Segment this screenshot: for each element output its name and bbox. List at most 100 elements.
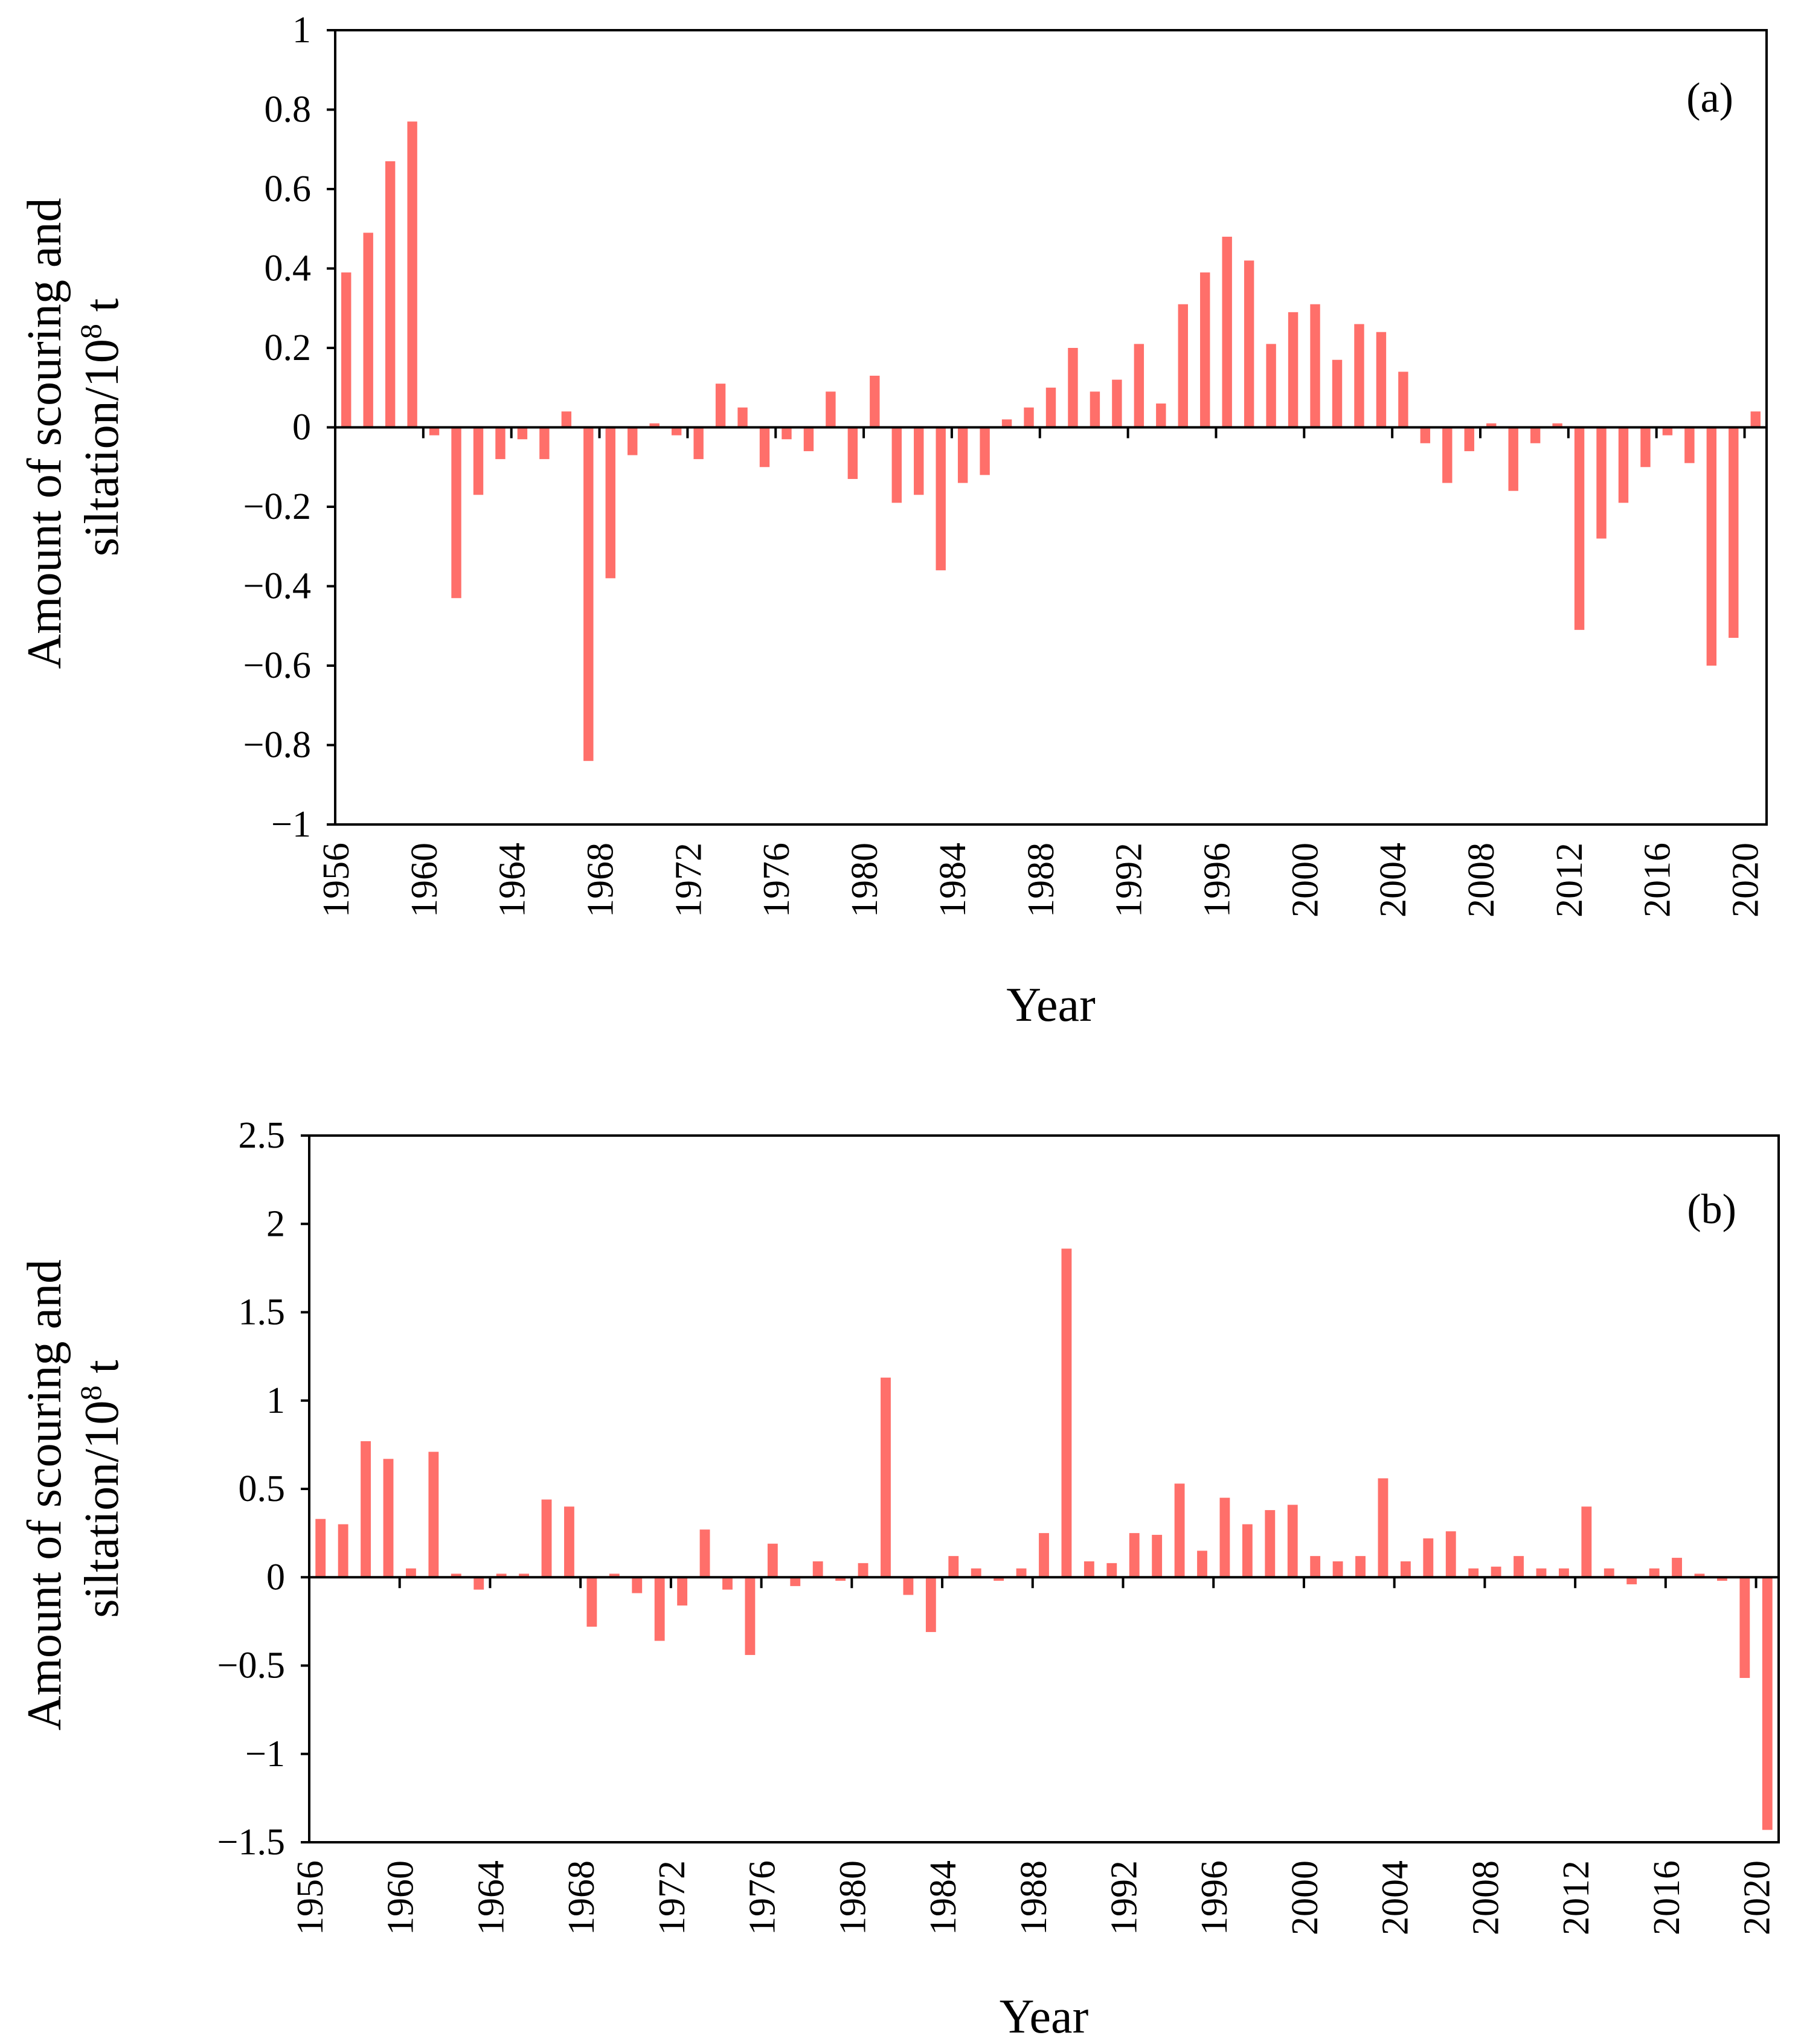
bar-b-1972: [677, 1577, 688, 1606]
y-axis-title-b: Amount of scouring and siltation/108 t: [18, 1247, 129, 1731]
bar-b-1961: [428, 1451, 439, 1578]
x-tick-label-a-1968: 1968: [580, 843, 621, 918]
x-tick-label-b-2004: 2004: [1375, 1860, 1416, 1935]
x-tick-label-a-2004: 2004: [1373, 843, 1414, 918]
bar-a-1967: [583, 427, 594, 761]
bar-b-2006: [1445, 1531, 1456, 1578]
bar-a-1996: [1222, 236, 1232, 428]
bar-a-1963: [495, 427, 506, 460]
y-tick-label-a-6: −0.2: [243, 486, 311, 527]
bar-b-2000: [1310, 1556, 1321, 1578]
y-tick-label-a-9: −0.8: [243, 725, 311, 766]
x-tick-label-b-1964: 1964: [470, 1860, 512, 1935]
bar-series-a: [341, 121, 1761, 761]
bar-a-2019: [1729, 427, 1739, 638]
y-axis-title-line1-a: Amount of scouring and: [18, 198, 71, 669]
bar-a-2004: [1398, 371, 1408, 428]
x-tick-label-b-2020: 2020: [1737, 1860, 1778, 1935]
bar-b-1998: [1265, 1510, 1276, 1578]
x-axis-title-b: Year: [1000, 1990, 1088, 2043]
bar-a-2007: [1464, 427, 1474, 451]
bar-b-1956: [315, 1519, 326, 1578]
bar-b-1958: [361, 1441, 371, 1578]
y-ticks-a: 1 0.8 0.6 0.4 0.2 0 −0.2 −0.4 −0.6 −0.8 −1: [243, 10, 335, 845]
bar-b-2014: [1626, 1577, 1637, 1584]
x-tick-label-b-1960: 1960: [380, 1860, 422, 1935]
bar-a-1989: [1068, 348, 1078, 428]
bar-a-1991: [1112, 379, 1122, 428]
bar-b-1966: [541, 1499, 552, 1578]
bar-a-1962: [473, 427, 484, 495]
y-axis-title-prefix-b: siltation/10: [75, 1401, 129, 1618]
bar-a-2016: [1662, 427, 1673, 435]
bar-b-1970: [632, 1577, 643, 1593]
bar-b-1988: [1039, 1533, 1049, 1578]
bar-b-2015: [1649, 1568, 1660, 1578]
bar-b-1973: [699, 1529, 710, 1578]
bar-a-1997: [1244, 260, 1254, 428]
bar-a-1971: [671, 427, 682, 435]
bar-b-1992: [1129, 1533, 1140, 1578]
y-tick-label-b-4: 0.5: [239, 1468, 286, 1509]
bar-b-1989: [1061, 1249, 1072, 1578]
bar-b-1987: [1016, 1568, 1027, 1578]
bar-b-1965: [519, 1573, 530, 1578]
bar-a-2008: [1486, 423, 1497, 428]
bar-a-2014: [1618, 427, 1629, 503]
bar-a-1985: [980, 427, 990, 475]
bar-a-2003: [1376, 332, 1387, 428]
bar-b-2017: [1694, 1573, 1705, 1578]
bar-a-1982: [914, 427, 924, 495]
bar-a-1975: [759, 427, 770, 468]
x-tick-label-a-1996: 1996: [1196, 843, 1238, 918]
x-tick-label-a-2008: 2008: [1461, 843, 1502, 918]
plot-frame-a: [334, 29, 1768, 826]
bar-a-1969: [628, 427, 638, 455]
x-tick-label-a-1980: 1980: [844, 843, 885, 918]
bar-a-1986: [1001, 419, 1012, 428]
bar-b-1960: [406, 1568, 416, 1578]
bar-a-2015: [1640, 427, 1651, 468]
bar-a-1978: [826, 391, 836, 428]
bar-a-1980: [870, 376, 880, 428]
bar-b-2008: [1491, 1566, 1501, 1578]
bar-a-2010: [1530, 427, 1541, 443]
x-tick-label-b-1972: 1972: [652, 1860, 693, 1935]
bar-b-2012: [1581, 1506, 1592, 1578]
bar-b-2018: [1717, 1577, 1727, 1581]
y-tick-label-b-1: 2: [266, 1203, 285, 1244]
x-ticks-b: 1956 1960 1964 1968 1972 1976 1980 1984 1988 1992…: [290, 1577, 1778, 1935]
bar-b-1995: [1197, 1551, 1207, 1578]
bar-b-1993: [1152, 1535, 1163, 1578]
bar-b-1976: [767, 1543, 778, 1578]
bar-b-1978: [812, 1561, 823, 1578]
bar-a-2001: [1332, 359, 1343, 428]
y-axis-title-line2-a: siltation/108 t: [74, 298, 129, 556]
bar-b-2020: [1762, 1577, 1773, 1830]
bar-series-b: [315, 1249, 1773, 1830]
bar-b-2011: [1558, 1568, 1569, 1578]
bar-a-1981: [891, 427, 902, 503]
y-axis-title-sup-a: 8: [74, 324, 108, 339]
bar-b-1962: [451, 1573, 461, 1578]
bar-a-1968: [605, 427, 615, 579]
bar-a-1972: [693, 427, 704, 460]
bar-a-2005: [1420, 427, 1431, 443]
bar-b-2007: [1468, 1568, 1479, 1578]
bar-a-2002: [1354, 324, 1364, 428]
bar-b-1984: [948, 1556, 959, 1578]
bar-b-1969: [609, 1573, 620, 1578]
bar-b-1990: [1083, 1561, 1094, 1578]
plot-frame-b: [308, 1134, 1780, 1843]
bar-a-1973: [715, 384, 726, 428]
x-tick-label-a-2020: 2020: [1726, 843, 1767, 918]
bar-b-1968: [586, 1577, 597, 1627]
bar-a-1966: [561, 411, 572, 428]
x-tick-label-b-1996: 1996: [1194, 1860, 1235, 1935]
y-axis-title-line1-b: Amount of scouring and: [18, 1259, 71, 1731]
x-tick-label-b-2016: 2016: [1646, 1860, 1687, 1935]
bar-a-1956: [341, 272, 352, 428]
y-tick-label-a-0: 1: [292, 10, 311, 51]
x-tick-label-a-1992: 1992: [1109, 843, 1150, 918]
y-axis-title-prefix-a: siltation/10: [75, 339, 129, 556]
